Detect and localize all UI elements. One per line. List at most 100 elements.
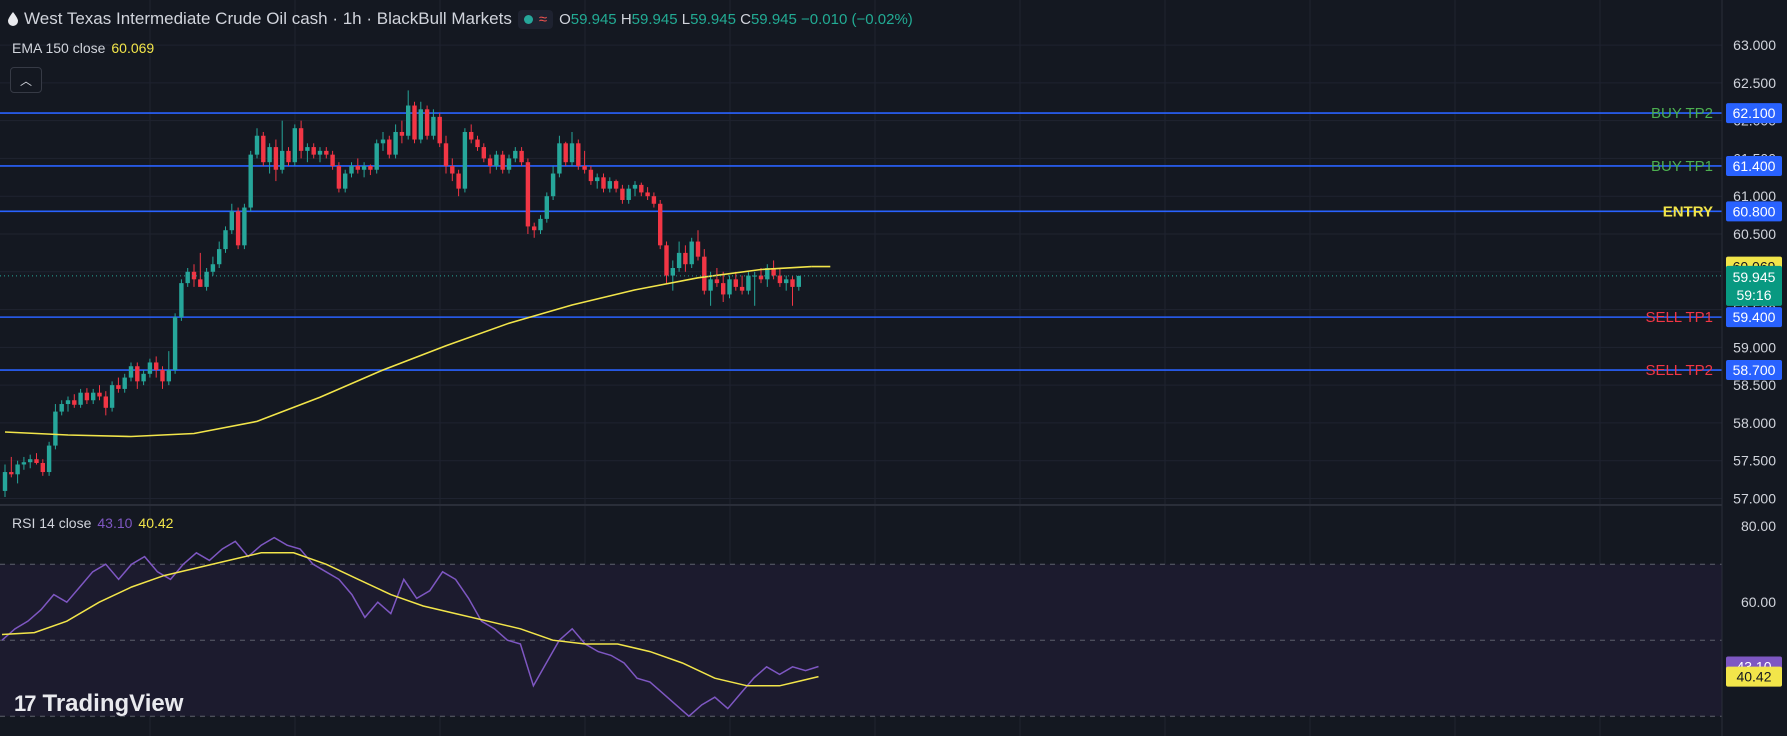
candle-body[interactable] <box>519 150 524 163</box>
candle-body[interactable] <box>500 154 505 170</box>
candle-body[interactable] <box>217 249 222 265</box>
candle-body[interactable] <box>651 196 657 204</box>
candle-body[interactable] <box>191 271 197 280</box>
candle-body[interactable] <box>9 472 14 475</box>
candle-body[interactable] <box>311 147 316 155</box>
candle-body[interactable] <box>406 105 411 136</box>
candle-body[interactable] <box>59 404 64 412</box>
candle-body[interactable] <box>349 165 354 174</box>
candle-body[interactable] <box>563 143 568 163</box>
candle-body[interactable] <box>639 184 644 193</box>
candle-body[interactable] <box>286 150 291 163</box>
candle-body[interactable] <box>223 230 228 250</box>
candle-body[interactable] <box>280 150 285 170</box>
candle-body[interactable] <box>456 173 461 189</box>
candle-body[interactable] <box>229 211 234 231</box>
candle-body[interactable] <box>412 105 417 140</box>
candle-body[interactable] <box>103 396 108 408</box>
candle-body[interactable] <box>65 400 71 405</box>
candle-body[interactable] <box>632 184 638 189</box>
candle-body[interactable] <box>620 188 625 200</box>
candle-body[interactable] <box>569 143 575 163</box>
candle-body[interactable] <box>330 154 335 166</box>
candle-body[interactable] <box>21 462 27 465</box>
candle-body[interactable] <box>147 362 153 374</box>
candle-body[interactable] <box>242 207 247 246</box>
candle-body[interactable] <box>695 241 701 257</box>
candle-body[interactable] <box>248 154 253 208</box>
candle-body[interactable] <box>714 279 720 284</box>
candle-body[interactable] <box>160 370 165 382</box>
candle-body[interactable] <box>790 279 795 287</box>
candle-body[interactable] <box>494 154 499 166</box>
candle-body[interactable] <box>513 150 518 159</box>
candle-body[interactable] <box>368 165 373 170</box>
candle-body[interactable] <box>235 211 241 246</box>
candle-body[interactable] <box>771 268 776 276</box>
candle-body[interactable] <box>109 385 115 408</box>
candle-body[interactable] <box>393 131 398 155</box>
candle-body[interactable] <box>765 268 770 280</box>
candle-body[interactable] <box>355 165 360 170</box>
candle-body[interactable] <box>475 139 480 148</box>
candle-body[interactable] <box>198 279 203 287</box>
candle-body[interactable] <box>437 116 442 144</box>
candle-body[interactable] <box>179 283 184 318</box>
candle-body[interactable] <box>399 131 405 136</box>
candle-body[interactable] <box>658 203 663 246</box>
candle-body[interactable] <box>784 279 789 284</box>
candle-body[interactable] <box>324 150 329 155</box>
candle-body[interactable] <box>72 400 77 405</box>
candle-body[interactable] <box>34 459 39 463</box>
candle-body[interactable] <box>708 279 713 291</box>
candle-body[interactable] <box>588 169 594 182</box>
candle-body[interactable] <box>532 226 537 231</box>
candle-body[interactable] <box>582 165 587 170</box>
candle-body[interactable] <box>544 196 549 219</box>
candle-body[interactable] <box>424 109 430 136</box>
candle-body[interactable] <box>185 271 190 284</box>
candle-body[interactable] <box>733 279 738 287</box>
candle-body[interactable] <box>702 256 707 291</box>
candle-body[interactable] <box>343 173 348 189</box>
candle-body[interactable] <box>292 128 297 163</box>
candle-body[interactable] <box>135 366 140 382</box>
candle-body[interactable] <box>670 268 675 276</box>
candle-body[interactable] <box>40 462 45 473</box>
candle-body[interactable] <box>15 464 20 475</box>
candle-body[interactable] <box>267 147 272 163</box>
candle-body[interactable] <box>172 317 178 371</box>
candle-body[interactable] <box>538 218 543 231</box>
candle-body[interactable] <box>689 241 694 265</box>
candle-body[interactable] <box>506 158 512 170</box>
candle-body[interactable] <box>557 143 562 174</box>
candle-body[interactable] <box>626 188 631 200</box>
candle-body[interactable] <box>210 264 216 272</box>
candle-body[interactable] <box>141 373 146 382</box>
candle-body[interactable] <box>46 445 52 473</box>
candle-body[interactable] <box>387 139 392 155</box>
candle-body[interactable] <box>676 252 682 268</box>
candle-body[interactable] <box>2 472 8 491</box>
candle-body[interactable] <box>550 173 556 197</box>
candle-body[interactable] <box>204 271 209 287</box>
candle-body[interactable] <box>374 143 379 170</box>
candle-body[interactable] <box>752 275 757 277</box>
candle-body[interactable] <box>122 377 127 389</box>
candle-body[interactable] <box>380 139 386 144</box>
candle-body[interactable] <box>254 135 260 155</box>
market-status-pill[interactable]: ≈ <box>517 9 554 29</box>
candle-body[interactable] <box>261 135 266 163</box>
candle-body[interactable] <box>481 147 486 159</box>
candle-body[interactable] <box>777 275 783 284</box>
candle-body[interactable] <box>645 192 650 197</box>
candle-body[interactable] <box>683 252 688 265</box>
candle-body[interactable] <box>116 385 121 389</box>
candle-body[interactable] <box>91 392 96 401</box>
candle-body[interactable] <box>469 131 474 140</box>
candle-body[interactable] <box>450 165 455 174</box>
candle-body[interactable] <box>487 158 493 166</box>
candle-body[interactable] <box>336 165 342 189</box>
candle-body[interactable] <box>298 128 304 151</box>
